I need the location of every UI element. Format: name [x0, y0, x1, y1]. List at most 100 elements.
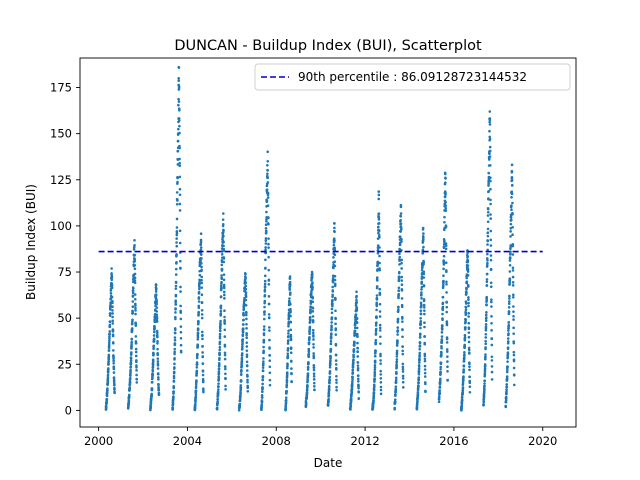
data-point — [106, 379, 110, 383]
data-point — [306, 366, 310, 370]
data-point — [489, 254, 493, 257]
data-point — [245, 360, 249, 364]
data-point — [506, 341, 510, 345]
data-point — [355, 317, 359, 320]
data-point — [113, 388, 116, 391]
data-point — [373, 361, 377, 364]
data-point — [490, 365, 494, 368]
data-point — [489, 176, 492, 180]
data-point — [178, 209, 182, 212]
data-point — [379, 352, 382, 356]
data-point — [195, 366, 199, 369]
data-point — [373, 385, 376, 389]
data-point — [512, 318, 515, 321]
data-point — [241, 341, 244, 345]
data-point — [266, 196, 270, 199]
data-point — [462, 359, 466, 363]
data-point — [239, 379, 243, 382]
data-point — [238, 402, 242, 406]
data-point — [266, 172, 269, 176]
data-point — [266, 204, 270, 207]
data-point — [375, 298, 379, 301]
data-point — [511, 275, 515, 279]
data-point — [422, 237, 425, 241]
data-point — [289, 338, 293, 342]
data-point — [132, 248, 136, 251]
data-point — [464, 318, 467, 321]
data-point — [463, 350, 466, 354]
data-point — [217, 388, 220, 391]
data-point — [490, 305, 493, 308]
data-point — [438, 391, 441, 395]
data-point — [421, 239, 425, 243]
data-point — [330, 311, 334, 315]
data-point — [179, 304, 182, 308]
data-point — [200, 257, 203, 260]
data-point — [416, 402, 419, 406]
data-point — [395, 360, 399, 363]
data-point — [484, 353, 487, 356]
data-point — [153, 315, 157, 319]
data-point — [110, 284, 114, 287]
data-point — [489, 187, 492, 191]
data-point — [329, 342, 333, 346]
data-point — [267, 237, 270, 240]
data-point — [133, 253, 137, 257]
data-point — [305, 394, 309, 398]
data-point — [353, 329, 357, 333]
data-point — [486, 231, 490, 234]
data-point — [221, 222, 225, 226]
y-tick-label: 100 — [50, 219, 72, 233]
data-point — [200, 308, 204, 312]
data-point — [267, 295, 271, 298]
data-point — [488, 137, 492, 141]
data-point — [245, 341, 249, 344]
data-point — [177, 79, 181, 82]
data-point — [239, 372, 243, 376]
data-point — [135, 369, 138, 372]
data-point — [468, 381, 472, 385]
data-point — [484, 346, 487, 349]
data-point — [400, 228, 403, 231]
data-point — [463, 353, 466, 356]
data-point — [111, 319, 115, 323]
data-point — [375, 301, 379, 305]
data-point — [379, 335, 382, 339]
data-point — [150, 380, 154, 384]
data-point — [377, 231, 380, 235]
data-point — [127, 400, 131, 403]
data-point — [217, 382, 220, 385]
data-point — [466, 264, 470, 267]
data-point — [151, 374, 154, 377]
data-point — [400, 279, 404, 282]
data-point — [305, 388, 309, 392]
data-point — [510, 190, 514, 193]
data-point — [110, 278, 114, 282]
data-point — [465, 280, 469, 283]
data-point — [260, 403, 264, 406]
data-point — [372, 396, 376, 399]
data-point — [174, 308, 177, 311]
data-point — [130, 321, 134, 325]
data-point — [178, 175, 182, 179]
data-point — [155, 287, 158, 291]
data-point — [468, 365, 471, 368]
data-point — [268, 338, 271, 342]
data-point — [332, 256, 335, 259]
data-point — [154, 284, 158, 287]
data-point — [173, 342, 177, 346]
data-point — [239, 386, 243, 389]
data-point — [446, 365, 449, 369]
data-point — [490, 370, 494, 374]
data-point — [176, 149, 180, 153]
data-point — [484, 339, 487, 343]
data-point — [240, 358, 244, 362]
data-point — [289, 351, 293, 355]
data-point — [401, 320, 404, 323]
data-point — [111, 305, 114, 308]
data-point — [333, 230, 336, 234]
data-points — [104, 65, 516, 412]
data-point — [507, 321, 511, 324]
data-point — [511, 233, 514, 236]
data-point — [350, 391, 354, 395]
